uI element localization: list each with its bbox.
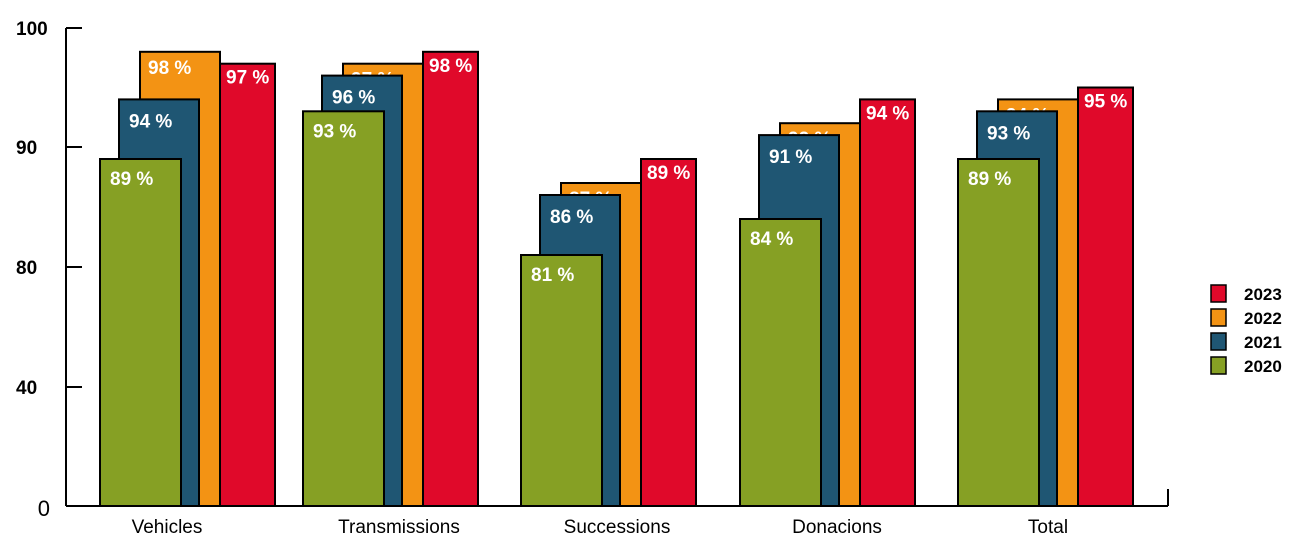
data-label-2023-vehicles: 97 % xyxy=(226,68,269,89)
legend-swatch-2023 xyxy=(1210,284,1227,303)
data-label-2023-donacions: 94 % xyxy=(866,103,909,124)
category-label: Vehicles xyxy=(132,517,203,538)
bar-2023-transmissions xyxy=(422,50,479,508)
data-label-2021-total: 93 % xyxy=(987,123,1030,144)
bar-group-successions: 89 %87 %86 %81 % xyxy=(520,158,697,507)
data-label-2021-donacions: 91 % xyxy=(769,147,812,168)
bar-2023-donacions xyxy=(859,98,916,508)
category-label: Successions xyxy=(564,517,671,538)
x-axis-categories: Vehicles Transmissions Successions Donacion… xyxy=(132,517,1068,538)
category-label: Transmissions xyxy=(338,517,460,538)
y-tick-label: 90 xyxy=(16,138,37,159)
data-label-2021-successions: 86 % xyxy=(550,207,593,228)
data-label-2020-donacions: 84 % xyxy=(750,229,793,250)
data-label-2023-transmissions: 98 % xyxy=(429,56,472,77)
legend-label-2021: 2021 xyxy=(1244,333,1282,352)
category-label: Donacions xyxy=(792,517,882,538)
chart-bars: 97 %98 %94 %89 %98 %97 %96 %93 %89 %87 %… xyxy=(99,50,1134,508)
bar-2023-total xyxy=(1077,86,1134,507)
y-axis-ticks: 0 40 80 90 100 xyxy=(16,19,82,521)
y-tick-label: 40 xyxy=(16,378,37,399)
legend-swatch-2022 xyxy=(1210,308,1227,327)
bar-2020-donacions xyxy=(739,218,822,507)
data-label-2022-vehicles: 98 % xyxy=(148,58,191,79)
legend-swatch-2021 xyxy=(1210,332,1227,351)
bar-group-donacions: 94 %92 %91 %84 % xyxy=(739,98,916,508)
bar-2020-transmissions xyxy=(302,110,385,508)
data-label-2020-successions: 81 % xyxy=(531,265,574,286)
legend-label-2020: 2020 xyxy=(1244,357,1282,376)
data-label-2020-vehicles: 89 % xyxy=(110,169,153,190)
chart-legend: 2023 2022 2021 2020 xyxy=(1210,284,1282,376)
data-label-2023-total: 95 % xyxy=(1084,92,1127,113)
bar-2020-successions xyxy=(520,254,603,507)
bar-2023-vehicles xyxy=(219,62,276,507)
bar-2023-successions xyxy=(640,158,697,507)
legend-swatch-2020 xyxy=(1210,356,1227,375)
bar-group-total: 95 %94 %93 %89 % xyxy=(957,86,1134,508)
data-label-2021-transmissions: 96 % xyxy=(332,88,375,109)
y-tick-label: 0 xyxy=(38,496,50,521)
bar-2020-vehicles xyxy=(99,158,182,507)
bar-2020-total xyxy=(957,158,1040,507)
legend-label-2023: 2023 xyxy=(1244,285,1282,304)
data-label-2023-successions: 89 % xyxy=(647,163,690,184)
bar-group-transmissions: 98 %97 %96 %93 % xyxy=(302,50,479,508)
data-label-2020-total: 89 % xyxy=(968,169,1011,190)
bar-group-vehicles: 97 % 98 % 94 % 89 % xyxy=(99,50,276,508)
y-tick-label: 80 xyxy=(16,258,37,279)
data-label-2021-vehicles: 94 % xyxy=(129,111,172,132)
data-label-2020-transmissions: 93 % xyxy=(313,121,356,142)
category-label: Total xyxy=(1028,517,1068,538)
legend-label-2022: 2022 xyxy=(1244,309,1282,328)
y-tick-label: 100 xyxy=(16,19,48,40)
